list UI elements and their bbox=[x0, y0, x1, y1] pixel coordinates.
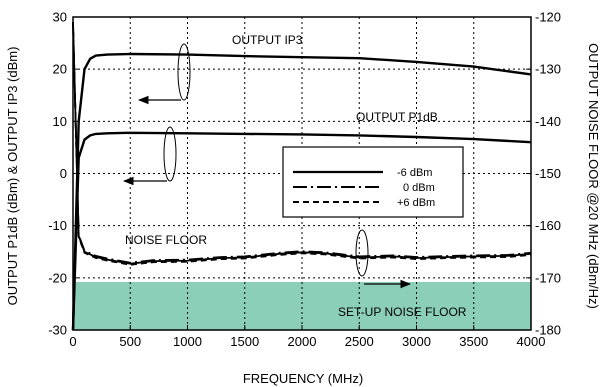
y-tick-label: 10 bbox=[53, 114, 67, 129]
y-right-tick-label: -120 bbox=[535, 10, 561, 25]
y-tick-label: 20 bbox=[53, 62, 67, 77]
annotation-p1db: OUTPUT P1dB bbox=[356, 110, 438, 124]
y-tick-label: 30 bbox=[53, 10, 67, 25]
legend-label-3: +6 dBm bbox=[397, 197, 435, 209]
x-tick-label: 2500 bbox=[345, 334, 374, 349]
y-tick-label: 0 bbox=[60, 166, 67, 181]
y-right-tick-label: -160 bbox=[535, 218, 561, 233]
y-tick-label: -20 bbox=[48, 270, 67, 285]
legend-box bbox=[282, 146, 464, 218]
x-tick-label: 1000 bbox=[173, 334, 202, 349]
y-tick-label: -30 bbox=[48, 323, 67, 338]
tick-labels: 0 500 1000 1500 2000 2500 3000 3500 4000 -30 -20 -1… bbox=[48, 10, 561, 350]
y-right-tick-label: -170 bbox=[535, 270, 561, 285]
legend-label-2: 0 dBm bbox=[403, 182, 435, 194]
y-axis-label: OUTPUT P1dB (dBm) & OUTPUT IP3 (dBm) bbox=[5, 47, 20, 306]
y-right-tick-label: -130 bbox=[535, 62, 561, 77]
x-tick-label: 500 bbox=[119, 334, 141, 349]
noise-callout bbox=[355, 229, 412, 289]
x-tick-label: 2000 bbox=[288, 334, 317, 349]
annotation-setup-noise-floor: SET-UP NOISE FLOOR bbox=[338, 305, 467, 319]
x-tick-label: 0 bbox=[69, 334, 76, 349]
x-axis-label: FREQUENCY (MHz) bbox=[243, 371, 363, 386]
series-line-3 bbox=[72, 22, 532, 264]
y-right-tick-label: -150 bbox=[535, 166, 561, 181]
series-line-4 bbox=[72, 22, 532, 266]
series-line-0 bbox=[71, 52, 532, 331]
series-line-2 bbox=[72, 22, 532, 265]
legend-label-1: -6 dBm bbox=[397, 167, 432, 179]
y-axis-label-right: OUTPUT NOISE FLOOR @20 MHz (dBm/Hz) bbox=[586, 43, 601, 309]
y-right-tick-label: -140 bbox=[535, 114, 561, 129]
annotation-ip3: OUTPUT IP3 bbox=[232, 33, 303, 47]
x-tick-label: 1500 bbox=[230, 334, 259, 349]
y-tick-label: -10 bbox=[48, 218, 67, 233]
y-right-tick-label: -180 bbox=[535, 323, 561, 338]
legend: -6 dBm 0 dBm +6 dBm bbox=[282, 146, 464, 218]
series-lines bbox=[71, 22, 532, 331]
ip3-callout bbox=[137, 43, 191, 105]
x-tick-label: 3500 bbox=[459, 334, 488, 349]
x-tick-label: 4000 bbox=[517, 334, 546, 349]
series-line-1 bbox=[71, 131, 532, 331]
p1db-callout bbox=[122, 126, 177, 186]
x-tick-label: 3000 bbox=[402, 334, 431, 349]
plot-frame bbox=[72, 16, 532, 331]
annotation-noise-floor: NOISE FLOOR bbox=[125, 233, 207, 247]
